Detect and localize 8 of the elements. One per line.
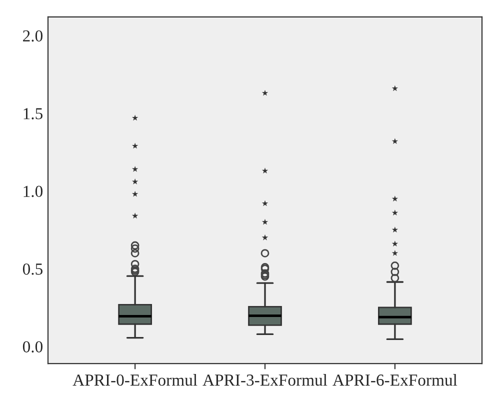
x-tick-label: APRI-0-ExFormul xyxy=(72,374,198,386)
y-tick-label: 0.0 xyxy=(22,341,43,353)
x-tick-label: APRI-6-ExFormul xyxy=(332,374,458,386)
y-tick-label: 2.0 xyxy=(23,30,43,42)
x-tick-label: APRI-3-ExFormul xyxy=(202,374,328,386)
y-tick-label: 1.5 xyxy=(24,108,42,120)
y-tick-label: 0.5 xyxy=(22,263,42,275)
y-tick-label: 1.0 xyxy=(24,186,43,198)
